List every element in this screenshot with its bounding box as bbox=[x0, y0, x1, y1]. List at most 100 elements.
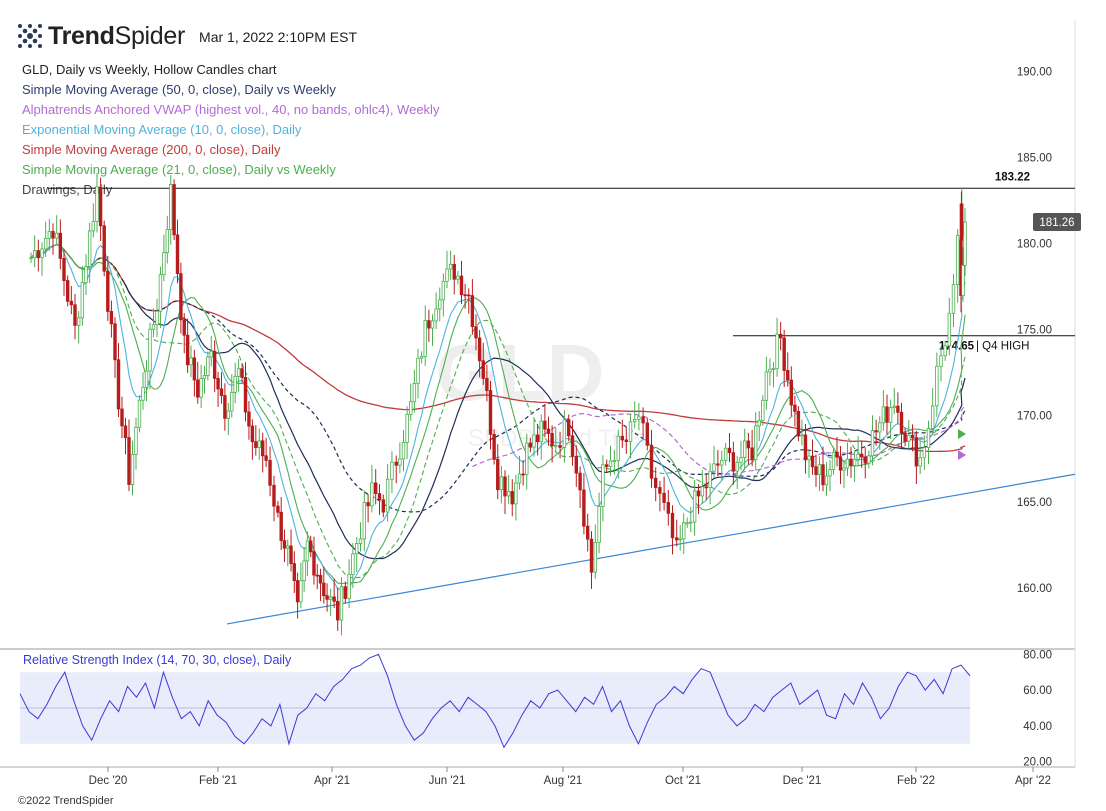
candle-body bbox=[219, 388, 224, 396]
candle-body bbox=[612, 460, 616, 462]
legend-item[interactable]: Simple Moving Average (200, 0, close), D… bbox=[22, 142, 281, 157]
rsi-title: Relative Strength Index (14, 70, 30, clo… bbox=[23, 653, 292, 667]
candle-body bbox=[586, 525, 590, 540]
candle-body bbox=[488, 390, 493, 435]
candle-body bbox=[51, 231, 55, 239]
candle-body bbox=[102, 225, 106, 272]
candle-body bbox=[199, 378, 203, 398]
candle-body bbox=[867, 455, 871, 464]
x-tick-label: Apr '22 bbox=[1015, 775, 1051, 787]
candle-body bbox=[514, 482, 518, 505]
level-label: 183.22 bbox=[995, 171, 1030, 183]
candle-body bbox=[778, 333, 783, 339]
candle-body bbox=[165, 229, 170, 254]
candle-body bbox=[343, 586, 347, 599]
sma21-marker bbox=[958, 429, 966, 439]
candle-body bbox=[863, 456, 867, 464]
candle-body bbox=[182, 319, 186, 336]
candle-body bbox=[735, 461, 739, 472]
candle-body bbox=[939, 355, 943, 367]
candle-body bbox=[189, 357, 193, 366]
candle-body bbox=[385, 478, 390, 513]
candle-body bbox=[943, 345, 947, 357]
candle-body bbox=[739, 457, 743, 463]
candle-body bbox=[771, 368, 776, 371]
candle-body bbox=[332, 596, 336, 602]
candle-body bbox=[29, 257, 33, 260]
candle-body bbox=[73, 304, 77, 326]
candle-body bbox=[134, 426, 138, 455]
rsi-tick-label: 40.00 bbox=[1023, 721, 1052, 733]
copyright: ©2022 TrendSpider bbox=[18, 795, 114, 807]
legend-item[interactable]: Simple Moving Average (21, 0, close), Da… bbox=[22, 162, 336, 177]
candle-body bbox=[753, 425, 758, 461]
candle-body bbox=[543, 420, 547, 430]
candle-body bbox=[286, 545, 290, 549]
candle-body bbox=[885, 406, 889, 423]
x-tick-label: Apr '21 bbox=[314, 775, 350, 787]
candle-body bbox=[852, 458, 857, 467]
candle-body bbox=[401, 442, 406, 460]
candle-body bbox=[456, 275, 460, 280]
candle-body bbox=[315, 574, 319, 577]
candle-body bbox=[434, 308, 438, 322]
candle-body bbox=[438, 299, 442, 310]
candle-body bbox=[582, 489, 586, 527]
candle-body bbox=[700, 486, 705, 497]
candle-body bbox=[658, 487, 662, 494]
candle-body bbox=[113, 323, 117, 361]
candle-body bbox=[521, 473, 525, 476]
candle-body bbox=[373, 482, 378, 495]
candle-body bbox=[162, 252, 166, 276]
candle-body bbox=[209, 350, 213, 358]
candle-body bbox=[589, 538, 594, 573]
candle-body bbox=[295, 580, 300, 603]
candle-body bbox=[98, 186, 103, 227]
sma21-daily-line bbox=[30, 243, 966, 585]
candle-body bbox=[662, 492, 666, 503]
candle-body bbox=[474, 326, 478, 339]
candle-body bbox=[723, 447, 728, 461]
candle-body bbox=[692, 490, 697, 523]
candle-body bbox=[289, 545, 293, 564]
candle-body bbox=[109, 311, 114, 325]
legend-item[interactable]: Drawings, Daily bbox=[22, 182, 113, 197]
candle-body bbox=[757, 420, 761, 427]
brand-name: TrendSpider bbox=[48, 21, 186, 50]
candle-body bbox=[427, 320, 431, 329]
candle-body bbox=[914, 437, 919, 467]
candle-body bbox=[742, 440, 747, 458]
candle-body bbox=[503, 476, 507, 497]
y-tick-label: 180.00 bbox=[1017, 239, 1052, 251]
price-tag bbox=[1033, 212, 1081, 231]
x-tick-label: Jun '21 bbox=[429, 775, 466, 787]
legend-item[interactable]: Alphatrends Anchored VWAP (highest vol.,… bbox=[22, 102, 440, 117]
candle-body bbox=[605, 464, 609, 467]
candle-body bbox=[322, 582, 326, 597]
candle-body bbox=[935, 365, 939, 407]
rsi-line bbox=[19, 653, 971, 749]
candle-body bbox=[831, 451, 836, 471]
candle-body bbox=[597, 505, 601, 543]
candle-body bbox=[803, 434, 808, 461]
candle-body bbox=[362, 502, 366, 540]
candle-body bbox=[637, 416, 641, 420]
candle-body bbox=[80, 282, 85, 319]
candle-body bbox=[746, 440, 751, 449]
candle-body bbox=[247, 411, 251, 427]
candle-body bbox=[525, 442, 529, 475]
candle-body bbox=[254, 441, 258, 448]
legend-item[interactable]: Exponential Moving Average (10, 0, close… bbox=[22, 122, 302, 137]
candle-body bbox=[888, 407, 893, 423]
candle-body bbox=[930, 405, 935, 429]
candle-body bbox=[492, 433, 496, 460]
candle-body bbox=[212, 350, 217, 379]
candle-body bbox=[151, 324, 156, 330]
candle-body bbox=[328, 596, 333, 600]
candle-body bbox=[896, 405, 900, 413]
legend-item[interactable]: Simple Moving Average (50, 0, close), Da… bbox=[22, 82, 336, 97]
candle-body bbox=[137, 399, 142, 428]
legend-item[interactable]: GLD, Daily vs Weekly, Hollow Candles cha… bbox=[22, 62, 277, 77]
candle-body bbox=[517, 473, 522, 484]
